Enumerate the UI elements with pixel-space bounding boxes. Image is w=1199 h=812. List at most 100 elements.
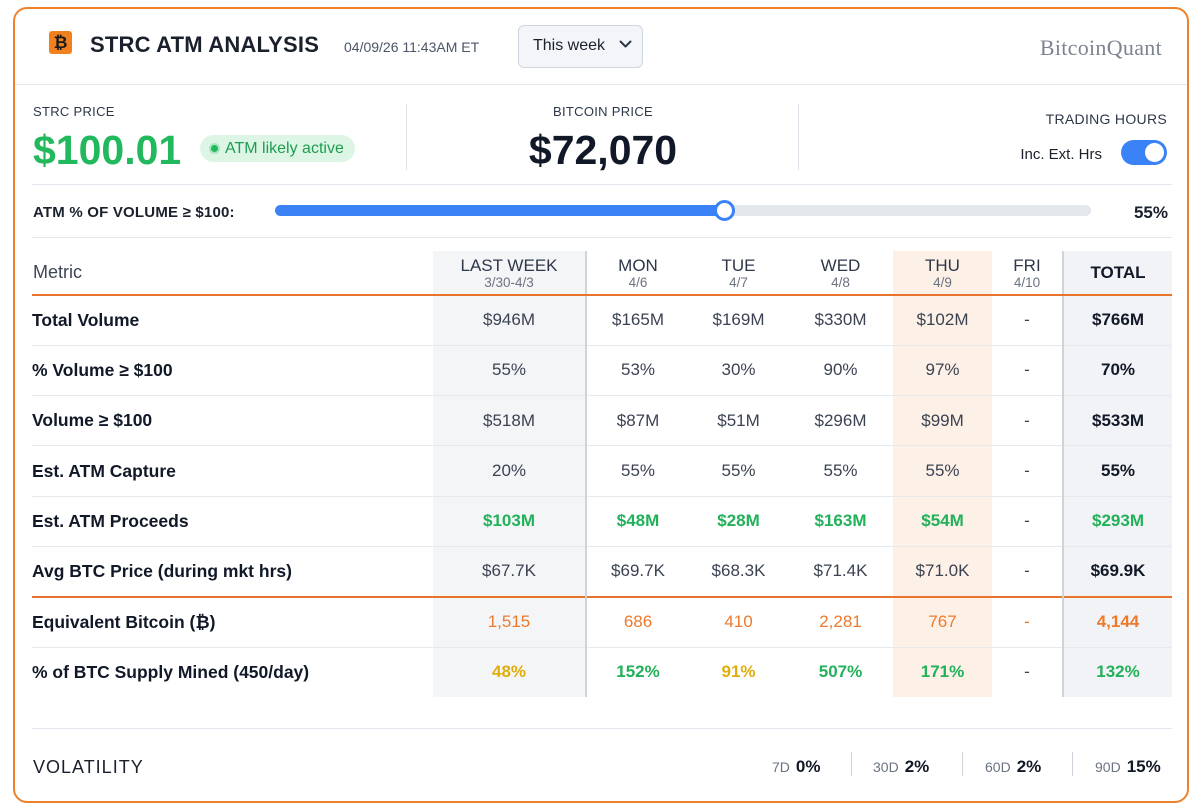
table-cell: 55%: [689, 445, 788, 497]
table-cell: -: [992, 395, 1063, 447]
strc-price-value: $100.01: [33, 127, 182, 173]
table-cell: $69.7K: [586, 546, 689, 598]
table-row: % of BTC Supply Mined (450/day) 48% 152%…: [32, 647, 1172, 698]
ext-hours-label: Inc. Ext. Hrs: [1020, 146, 1102, 163]
table-cell: $28M: [689, 496, 788, 547]
table-cell: -: [992, 345, 1063, 397]
table-cell: 90%: [788, 345, 893, 397]
table-cell: -: [992, 295, 1063, 346]
column-header-tue: TUE 4/7: [689, 251, 788, 296]
table-cell: 53%: [586, 345, 689, 397]
bitcoin-logo-icon: ₿: [49, 31, 72, 54]
table-divider: [32, 728, 1172, 729]
column-header-total: TOTAL: [1062, 251, 1172, 296]
table-cell: $165M: [586, 295, 689, 346]
total-cell: 132%: [1062, 647, 1172, 698]
table-cell: 507%: [818, 662, 863, 682]
atm-volume-slider[interactable]: [275, 200, 1091, 221]
table-cell: $518M: [433, 395, 587, 447]
status-dot-icon: [209, 143, 220, 154]
table-cell: 20%: [433, 445, 587, 497]
volatility-divider: [851, 752, 852, 776]
total-cell: $766M: [1062, 295, 1172, 346]
slider-thumb[interactable]: [713, 200, 735, 221]
toggle-knob: [1145, 143, 1164, 162]
prices-divider: [32, 184, 1172, 185]
table-cell: 55%: [788, 445, 893, 497]
table-cell: $169M: [689, 295, 788, 346]
row-label: % Volume ≥ $100: [32, 345, 433, 397]
atm-volume-slider-label: ATM % OF VOLUME ≥ $100:: [33, 204, 235, 221]
ext-hours-toggle[interactable]: [1121, 140, 1167, 165]
table-cell: $54M: [893, 496, 992, 547]
table-cell: $51M: [689, 395, 788, 447]
slider-divider: [32, 237, 1172, 238]
table-row: % Volume ≥ $100 55% 53% 30% 90% 97% - 70…: [32, 345, 1172, 397]
table-cell: 91%: [721, 662, 756, 682]
row-label: Est. ATM Proceeds: [32, 496, 433, 547]
total-cell: 70%: [1062, 345, 1172, 397]
table-header-row: Metric LAST WEEK 3/30-4/3 MON 4/6 TUE 4/7 W…: [32, 251, 1172, 296]
table-row: Volume ≥ $100 $518M $87M $51M $296M $99M…: [32, 395, 1172, 447]
period-select[interactable]: This week: [518, 25, 643, 68]
atm-status-badge: ATM likely active: [200, 135, 355, 162]
column-header-mon: MON 4/6: [586, 251, 689, 296]
volatility-90d: 90D 15%: [1095, 757, 1161, 776]
volatility-label: VOLATILITY: [33, 757, 144, 777]
table-row: Total Volume $946M $165M $169M $330M $10…: [32, 295, 1172, 346]
table-cell: -: [992, 445, 1063, 497]
column-header-wed: WED 4/8: [788, 251, 893, 296]
table-row: Est. ATM Proceeds $103M $48M $28M $163M …: [32, 496, 1172, 547]
table-cell: $102M: [893, 295, 992, 346]
atm-status-text: ATM likely active: [225, 140, 344, 157]
table-row: Equivalent Bitcoin (₿) 1,515 686 410 2,2…: [32, 595, 1172, 648]
header-divider: [15, 84, 1187, 85]
table-cell: 55%: [433, 345, 587, 397]
table-cell: 55%: [893, 445, 992, 497]
row-label: % of BTC Supply Mined (450/day): [32, 661, 310, 682]
period-select-value: This week: [533, 37, 606, 54]
table-cell: 97%: [893, 345, 992, 397]
column-header-fri: FRI 4/10: [992, 251, 1063, 296]
price-divider: [406, 104, 407, 170]
total-cell: $293M: [1062, 496, 1172, 547]
metrics-table: Metric LAST WEEK 3/30-4/3 MON 4/6 TUE 4/7 W…: [32, 251, 1172, 698]
row-label: Est. ATM Capture: [32, 445, 433, 497]
total-cell: 4,144: [1062, 595, 1172, 648]
timestamp: 04/09/26 11:43AM ET: [344, 39, 480, 55]
strc-atm-card: ₿ STRC ATM ANALYSIS 04/09/26 11:43AM ET …: [13, 7, 1189, 803]
table-cell: 55%: [586, 445, 689, 497]
slider-fill: [275, 205, 724, 216]
column-header-thu: THU 4/9: [893, 251, 992, 296]
table-cell: 767: [893, 595, 992, 648]
table-cell: $71.0K: [893, 546, 992, 598]
table-cell: 152%: [616, 662, 660, 682]
table-cell: $67.7K: [433, 546, 587, 598]
total-cell: $69.9K: [1062, 546, 1172, 598]
btc-price-label: BITCOIN PRICE: [553, 104, 653, 119]
row-label: Avg BTC Price (during mkt hrs): [32, 546, 433, 598]
brand-logo: BitcoinQuant: [1039, 35, 1162, 60]
page-title: STRC ATM ANALYSIS: [90, 32, 320, 57]
volatility-60d: 60D 2%: [985, 757, 1042, 776]
table-cell: -: [992, 595, 1063, 648]
btc-price-value: $72,070: [528, 127, 678, 173]
table-cell: $163M: [788, 496, 893, 547]
table-cell: 2,281: [788, 595, 893, 648]
volatility-30d: 30D 2%: [873, 757, 930, 776]
table-cell: 410: [689, 595, 788, 648]
table-cell: 48%: [433, 647, 587, 698]
volatility-divider: [962, 752, 963, 776]
table-cell: $48M: [586, 496, 689, 547]
table-cell: $296M: [788, 395, 893, 447]
table-cell: $103M: [433, 496, 587, 547]
volatility-7d: 7D 0%: [772, 757, 821, 776]
table-cell: 30%: [689, 345, 788, 397]
column-header-last-week: LAST WEEK 3/30-4/3: [433, 251, 587, 296]
volatility-divider: [1072, 752, 1073, 776]
table-cell: $946M: [433, 295, 587, 346]
table-cell: $71.4K: [788, 546, 893, 598]
chevron-down-icon: [619, 37, 632, 52]
total-cell: 55%: [1062, 445, 1172, 497]
table-cell: $87M: [586, 395, 689, 447]
